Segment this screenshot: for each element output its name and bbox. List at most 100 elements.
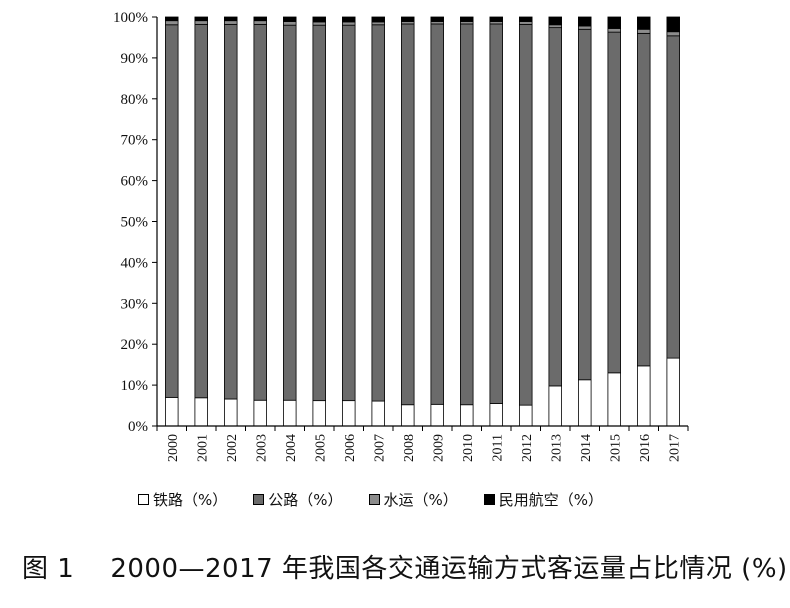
x-tick-label: 2003 — [254, 434, 269, 462]
bar-segment-aviation — [460, 16, 474, 22]
bar-segment-aviation — [607, 16, 621, 29]
bar-segment-railway — [548, 385, 562, 427]
x-tick-label: 2009 — [431, 434, 446, 462]
bar-segment-highway — [666, 35, 680, 359]
bar-segment-aviation — [371, 16, 385, 23]
x-tick-label: 2012 — [520, 434, 535, 462]
bar-segment-aviation — [224, 16, 238, 22]
bar-segment-aviation — [430, 16, 444, 22]
legend-swatch-aviation — [483, 493, 495, 505]
y-tick-label: 90% — [121, 51, 149, 67]
bar-segment-railway — [637, 365, 651, 427]
legend-swatch-highway — [253, 493, 265, 505]
x-tick-label: 2006 — [343, 434, 358, 462]
x-tick-label: 2004 — [284, 434, 299, 462]
x-tick-label: 2014 — [579, 434, 594, 462]
bar-segment-highway — [548, 27, 562, 387]
bar-segment-aviation — [578, 16, 592, 27]
x-tick-label: 2005 — [313, 434, 328, 462]
bar-segment-railway — [401, 404, 415, 427]
bar-segment-railway — [460, 404, 474, 427]
bar-segment-railway — [224, 398, 238, 427]
bar-segment-railway — [283, 399, 297, 427]
bar-segment-highway — [430, 23, 444, 405]
x-tick-label: 2017 — [667, 434, 682, 462]
bar-segment-railway — [519, 404, 533, 427]
legend-item-railway: 铁路（%） — [138, 489, 227, 510]
bar-segment-highway — [578, 28, 592, 381]
y-tick-label: 40% — [121, 255, 149, 271]
y-tick-label: 70% — [121, 133, 149, 149]
bar-segment-highway — [165, 24, 179, 398]
bar-segment-aviation — [312, 16, 326, 23]
bar-segment-railway — [371, 400, 385, 427]
bar-segment-waterway — [194, 20, 208, 25]
stacked-bar-chart: 0%10%20%30%40%50%60%70%80%90%100% 2000 20… — [113, 10, 689, 462]
bar-segment-aviation — [489, 16, 503, 22]
bar-segment-waterway — [519, 21, 533, 25]
bar-segment-aviation — [342, 16, 356, 23]
bar-segment-highway — [460, 23, 474, 406]
bar-segment-waterway — [607, 28, 621, 33]
y-tick-label: 10% — [121, 378, 149, 394]
bar-segment-waterway — [312, 21, 326, 26]
figure-label: 图 1 — [22, 554, 75, 584]
bar-segment-highway — [607, 31, 621, 374]
bar-segment-highway — [489, 23, 503, 404]
bar-segment-highway — [194, 23, 208, 399]
bar-segment-highway — [371, 24, 385, 402]
bar-segment-aviation — [401, 16, 415, 22]
y-tick-label: 30% — [121, 296, 149, 312]
bar-segment-aviation — [253, 16, 267, 22]
bar-segment-railway — [165, 396, 179, 427]
figure-title: 2000—2017 年我国各交通运输方式客运量占比情况 (%) — [110, 554, 788, 584]
legend-item-waterway: 水运（%） — [368, 489, 458, 510]
x-tick-label: 2007 — [372, 434, 387, 462]
bar-segment-railway — [607, 372, 621, 427]
x-tick-label: 2008 — [402, 434, 417, 462]
bar-segment-waterway — [371, 21, 385, 26]
bar-segment-aviation — [165, 16, 179, 22]
bar-segment-railway — [194, 397, 208, 427]
bar-segment-highway — [342, 24, 356, 402]
x-axis: 2000 2001 2002 2003 2004 2005 2006 2007 2008 2009… — [156, 425, 689, 462]
y-tick-label: 80% — [121, 92, 149, 108]
x-tick-label: 2015 — [608, 434, 623, 462]
bar-segment-railway — [430, 403, 444, 427]
bars-group — [165, 16, 680, 427]
bar-segment-highway — [283, 24, 297, 401]
y-axis: 0% 10% 20% 30% 40% 50% 60% 70% 80% 90% 100% — [113, 10, 158, 435]
bar-segment-railway — [666, 357, 680, 427]
bar-segment-waterway — [224, 20, 238, 25]
bar-segment-highway — [637, 32, 651, 367]
bar-segment-waterway — [165, 20, 179, 26]
y-tick-label: 20% — [121, 337, 149, 353]
legend-label-railway: 铁路（%） — [153, 490, 228, 509]
bar-segment-waterway — [578, 25, 592, 30]
bar-segment-highway — [224, 23, 238, 400]
legend-label-aviation: 民用航空（%） — [498, 490, 604, 509]
bar-segment-aviation — [283, 16, 297, 22]
y-tick-label: 60% — [121, 174, 149, 190]
bar-segment-waterway — [342, 21, 356, 26]
figure-caption: 图 1 2000—2017 年我国各交通运输方式客运量占比情况 (%) — [22, 548, 787, 585]
legend-item-aviation: 民用航空（%） — [483, 489, 604, 510]
x-tick-label: 2016 — [638, 434, 653, 462]
x-tick-label: 2010 — [461, 434, 476, 462]
bar-segment-waterway — [253, 20, 267, 25]
bar-segment-highway — [312, 24, 326, 402]
y-tick-label: 50% — [121, 215, 149, 231]
bar-segment-highway — [519, 23, 533, 406]
bar-segment-railway — [312, 400, 326, 427]
bar-segment-aviation — [637, 16, 651, 30]
legend-item-highway: 公路（%） — [253, 489, 343, 510]
legend: 铁路（%） 公路（%） 水运（%） 民用航空（%） — [138, 484, 698, 514]
bar-segment-waterway — [283, 21, 297, 26]
bar-segment-railway — [578, 379, 592, 427]
bar-segment-highway — [253, 23, 267, 401]
bar-segment-aviation — [666, 16, 680, 33]
bar-segment-railway — [253, 399, 267, 427]
bar-segment-aviation — [194, 16, 208, 22]
x-tick-label: 2011 — [490, 434, 505, 461]
legend-swatch-waterway — [368, 493, 380, 505]
